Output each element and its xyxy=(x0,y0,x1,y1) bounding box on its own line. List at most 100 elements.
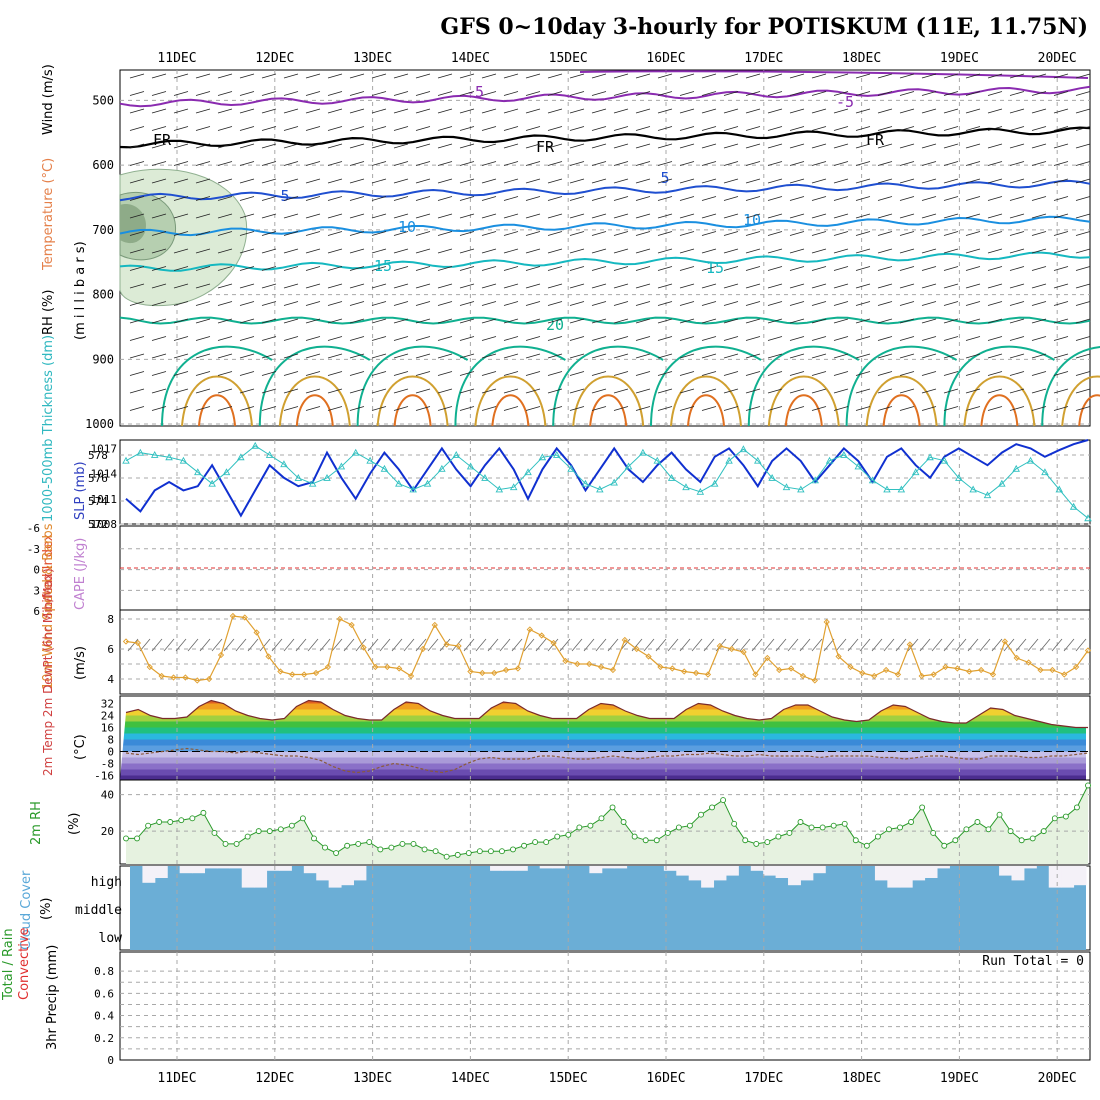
thickness-point xyxy=(308,479,317,487)
wind-point xyxy=(859,669,866,677)
rh-point xyxy=(554,833,561,840)
wind-barb xyxy=(823,638,835,652)
wind-barb xyxy=(327,91,343,96)
date-label-bottom: 11DEC xyxy=(157,1071,196,1086)
wind-barb xyxy=(217,353,233,359)
wind-point xyxy=(740,648,747,656)
wind-barb xyxy=(723,73,739,79)
wind-barb xyxy=(371,266,387,271)
wind-barb xyxy=(129,73,145,79)
wind-barb xyxy=(261,196,277,201)
wind-barb xyxy=(569,143,585,149)
wind-barb xyxy=(129,336,145,341)
wind-barb xyxy=(271,638,283,652)
wind-barb xyxy=(635,231,651,236)
wind-barb xyxy=(295,638,307,652)
wind-barb xyxy=(811,126,827,131)
precip-tick: 0 xyxy=(107,1054,114,1067)
wind-barb xyxy=(921,318,937,324)
wind-barb xyxy=(525,73,541,79)
wind-barb xyxy=(789,161,805,166)
rh-point xyxy=(255,828,262,835)
wind-barb xyxy=(1031,336,1047,341)
wind-barb xyxy=(511,638,523,652)
rh-point xyxy=(288,822,295,829)
wind-barb xyxy=(415,178,431,184)
wind-barb xyxy=(327,266,343,271)
wind-barb xyxy=(987,143,1003,149)
precip-convective-label: Convective xyxy=(17,927,32,1000)
wind-barb xyxy=(1075,178,1091,184)
wind-barb xyxy=(613,143,629,149)
wind-barb xyxy=(789,178,805,184)
wind-barb xyxy=(701,353,717,359)
wind-point xyxy=(1084,647,1092,654)
wind-barb xyxy=(767,336,783,341)
wind-barb xyxy=(415,406,431,411)
contour-label: 5 xyxy=(660,169,669,187)
wind-point xyxy=(502,666,510,674)
rh-point xyxy=(653,837,660,844)
wind-point xyxy=(823,618,830,626)
wind-barb xyxy=(129,266,145,271)
wind-barb xyxy=(437,108,453,114)
isotherm-line xyxy=(119,126,1091,149)
wind-barb xyxy=(349,213,365,219)
wind-barb xyxy=(415,301,431,306)
temp-band xyxy=(120,709,1086,716)
wind-barb xyxy=(569,73,585,79)
thickness-point xyxy=(955,474,963,481)
rh-contour xyxy=(865,375,938,427)
wind-point xyxy=(787,665,795,672)
thickness-point xyxy=(194,468,202,476)
rh-point xyxy=(454,851,461,858)
wind-barb xyxy=(459,108,475,114)
wind-barb xyxy=(481,406,497,411)
wind-barb xyxy=(595,638,607,652)
wind-barb xyxy=(415,73,431,79)
wind-barb xyxy=(855,178,871,184)
wind-barb xyxy=(437,301,453,306)
wind-barb xyxy=(965,336,981,341)
wind-barb xyxy=(833,318,849,324)
wind-barb xyxy=(1053,336,1069,341)
wind-barb xyxy=(195,406,211,411)
wind-barb xyxy=(855,91,871,96)
wind-barb xyxy=(327,406,343,411)
wind-barb xyxy=(481,388,497,394)
wind-barb xyxy=(1031,91,1047,96)
isotherm-line xyxy=(356,345,469,427)
wind-barb xyxy=(679,353,695,359)
wind-barb xyxy=(745,283,761,289)
wind-barb xyxy=(415,638,427,652)
wind-barb xyxy=(129,248,145,254)
wind-barb xyxy=(833,353,849,359)
rh-point xyxy=(985,826,992,833)
wind-barb xyxy=(787,638,799,652)
wind-barb xyxy=(921,213,937,219)
cloud-bar xyxy=(179,866,193,874)
wind-barb xyxy=(979,638,991,652)
wind-barb xyxy=(371,143,387,149)
wind-barb xyxy=(217,301,233,306)
wind-barb xyxy=(283,143,299,149)
wind-barb xyxy=(547,283,563,289)
wind-barb xyxy=(525,336,541,341)
wind-barb xyxy=(283,388,299,394)
wind-barb xyxy=(921,301,937,306)
wind-barb xyxy=(635,126,651,131)
contour-label: 10 xyxy=(743,211,761,229)
contour-label: FR xyxy=(536,138,555,156)
wind-barb xyxy=(547,231,563,236)
cloud-bar xyxy=(229,866,243,869)
cloud-bar xyxy=(154,866,168,878)
upper-air-panel: RH (%) Temperature (°C) Wind (m/s) (m i … xyxy=(41,64,1100,431)
thickness-point xyxy=(495,485,504,493)
wind-barb xyxy=(481,231,497,236)
precip-tick: 0.4 xyxy=(94,1010,114,1023)
cloud-bar xyxy=(912,866,926,881)
wind-barb xyxy=(987,248,1003,254)
wind-barb xyxy=(635,143,651,149)
thickness-point xyxy=(524,468,532,476)
wind-barb xyxy=(393,388,409,394)
